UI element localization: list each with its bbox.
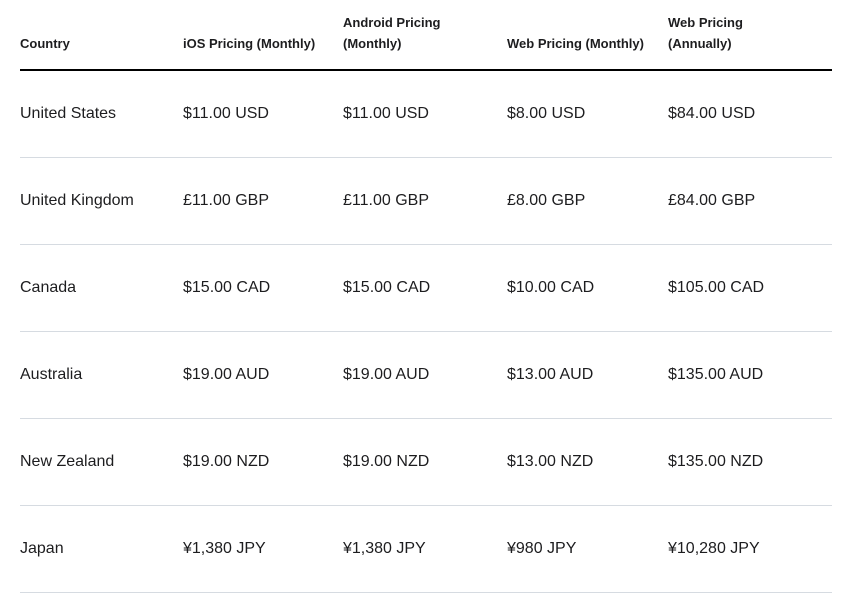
price-cell-ios-monthly: $19.00 NZD — [183, 418, 343, 506]
table-row-new-zealand: New Zealand $19.00 NZD $19.00 NZD $13.00… — [20, 418, 832, 506]
price-cell-android-monthly: ¥1,380 JPY — [343, 505, 507, 593]
price-cell-web-annually: $135.00 NZD — [668, 418, 832, 506]
price-cell-ios-monthly: £11.00 GBP — [183, 157, 343, 245]
table-row-japan: Japan ¥1,380 JPY ¥1,380 JPY ¥980 JPY ¥10… — [20, 505, 832, 593]
price-cell-web-annually: $105.00 CAD — [668, 244, 832, 332]
column-header-country: Country — [20, 0, 183, 71]
price-cell-android-monthly: $19.00 AUD — [343, 331, 507, 419]
country-cell: Australia — [20, 331, 183, 419]
table-row-australia: Australia $19.00 AUD $19.00 AUD $13.00 A… — [20, 331, 832, 419]
price-cell-web-monthly: ¥980 JPY — [507, 505, 668, 593]
price-cell-web-annually: ¥10,280 JPY — [668, 505, 832, 593]
price-cell-web-annually: $135.00 AUD — [668, 331, 832, 419]
pricing-table: Country iOS Pricing (Monthly) Android Pr… — [20, 0, 832, 593]
table-row-united-kingdom: United Kingdom £11.00 GBP £11.00 GBP £8.… — [20, 157, 832, 245]
price-cell-ios-monthly: $15.00 CAD — [183, 244, 343, 332]
column-header-ios-monthly: iOS Pricing (Monthly) — [183, 0, 343, 71]
price-cell-ios-monthly: ¥1,380 JPY — [183, 505, 343, 593]
column-header-web-monthly: Web Pricing (Monthly) — [507, 0, 668, 71]
price-cell-android-monthly: $19.00 NZD — [343, 418, 507, 506]
column-header-web-annually: Web Pricing (Annually) — [668, 0, 832, 71]
table-row-united-states: United States $11.00 USD $11.00 USD $8.0… — [20, 70, 832, 158]
price-cell-android-monthly: $11.00 USD — [343, 70, 507, 158]
price-cell-web-monthly: $13.00 AUD — [507, 331, 668, 419]
price-cell-android-monthly: £11.00 GBP — [343, 157, 507, 245]
price-cell-web-annually: £84.00 GBP — [668, 157, 832, 245]
country-cell: United Kingdom — [20, 157, 183, 245]
price-cell-ios-monthly: $19.00 AUD — [183, 331, 343, 419]
table-header-row: Country iOS Pricing (Monthly) Android Pr… — [20, 0, 832, 71]
price-cell-android-monthly: $15.00 CAD — [343, 244, 507, 332]
price-cell-web-monthly: $8.00 USD — [507, 70, 668, 158]
price-cell-ios-monthly: $11.00 USD — [183, 70, 343, 158]
column-header-android-monthly: Android Pricing (Monthly) — [343, 0, 507, 71]
price-cell-web-monthly: £8.00 GBP — [507, 157, 668, 245]
price-cell-web-monthly: $10.00 CAD — [507, 244, 668, 332]
price-cell-web-monthly: $13.00 NZD — [507, 418, 668, 506]
country-cell: United States — [20, 70, 183, 158]
country-cell: Japan — [20, 505, 183, 593]
table-row-canada: Canada $15.00 CAD $15.00 CAD $10.00 CAD … — [20, 244, 832, 332]
price-cell-web-annually: $84.00 USD — [668, 70, 832, 158]
country-cell: New Zealand — [20, 418, 183, 506]
country-cell: Canada — [20, 244, 183, 332]
